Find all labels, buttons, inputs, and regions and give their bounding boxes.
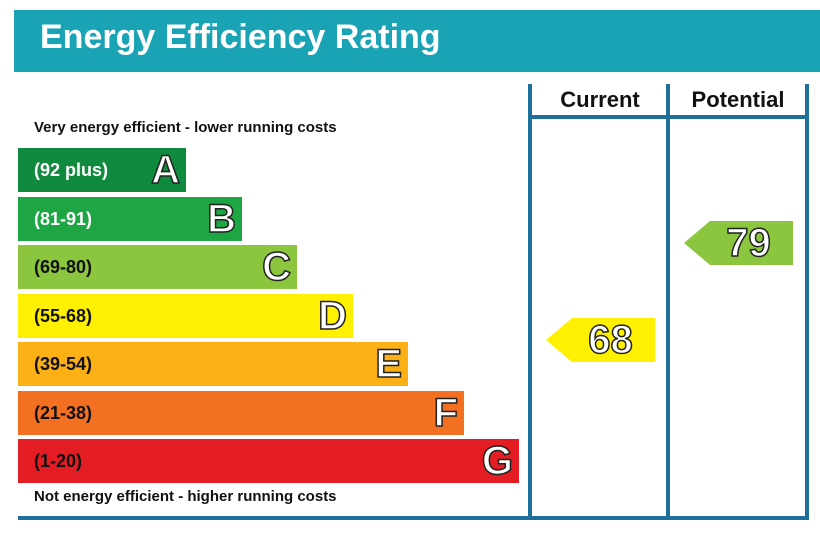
band-e: (39-54) E [18, 341, 408, 387]
band-f: (21-38) F [18, 390, 464, 436]
band-d: (55-68) D [18, 293, 353, 339]
band-letter-label: D [317, 293, 347, 339]
potential-column-header: Potential [691, 87, 785, 112]
title-banner: Energy Efficiency Rating [14, 10, 820, 72]
bottom-note: Not energy efficient - higher running co… [34, 488, 337, 505]
page-title: Energy Efficiency Rating [40, 18, 441, 56]
band-c: (69-80) C [18, 244, 297, 290]
band-range-label: (1-20) [34, 451, 83, 471]
current-arrow-polygon [546, 317, 655, 362]
band-range-label: (21-38) [34, 402, 93, 423]
frame-divider-right [805, 84, 809, 520]
band-a: (92 plus) A [18, 147, 186, 193]
band-range-label: (81-91) [34, 208, 93, 229]
current-column-header: Current [560, 87, 640, 112]
potential-arrow-polygon [684, 220, 793, 265]
band-g: (1-20) G [18, 438, 519, 484]
current-rating-value: 68 [588, 317, 634, 363]
band-letter-label: A [150, 147, 180, 193]
potential-rating-arrow: 79 [684, 220, 793, 266]
band-letter-label: C [261, 244, 291, 290]
current-arrow-shape [546, 317, 655, 362]
frame-divider-middle [666, 84, 670, 520]
band-range-label: (39-54) [34, 354, 93, 374]
frame-divider-left [528, 84, 532, 520]
band-b: (81-91) B [18, 196, 242, 242]
band-letter-label: E [375, 341, 403, 387]
top-note: Very energy efficient - lower running co… [34, 119, 337, 136]
band-range-label: (92 plus) [34, 160, 109, 180]
column-header-rule [528, 115, 809, 119]
band-letter-label: F [433, 390, 459, 436]
current-rating-arrow: 68 [546, 317, 655, 363]
potential-rating-value: 79 [726, 220, 772, 266]
frame-bottom-rule [18, 516, 809, 520]
band-range-label: (55-68) [34, 305, 93, 326]
potential-arrow-shape [684, 220, 793, 265]
band-letter-label: B [206, 196, 236, 242]
band-letter-label: G [481, 438, 514, 484]
band-range-label: (69-80) [34, 257, 93, 277]
